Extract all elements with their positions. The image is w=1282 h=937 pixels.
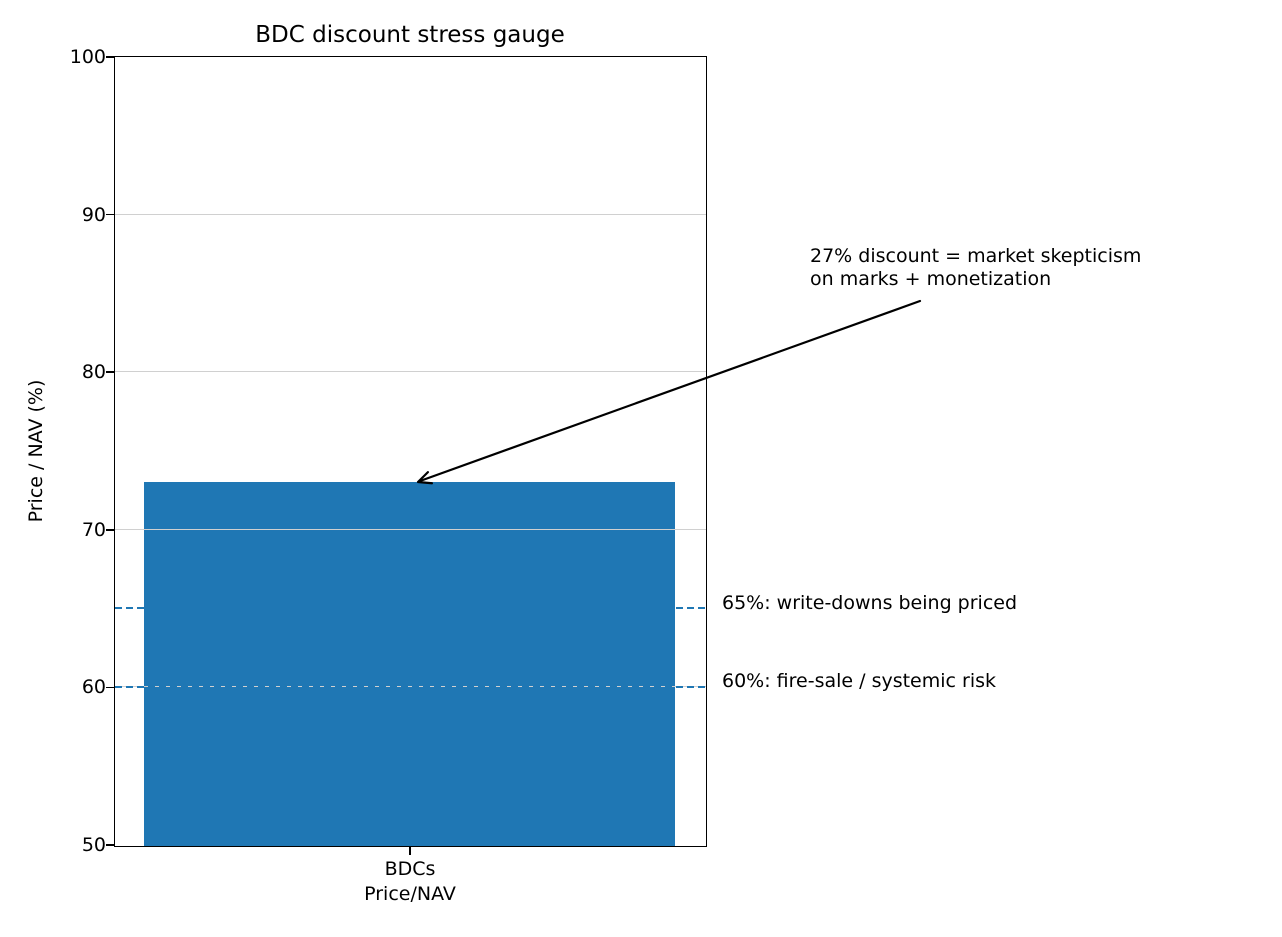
x-axis-tick-label: BDCs Price/NAV (364, 858, 456, 905)
bar-bdcs-price-nav (144, 482, 675, 846)
plot-area (113, 55, 707, 847)
y-tick-100 (105, 56, 114, 58)
y-tick-label-70: 70 (81, 518, 106, 541)
annotation-text: 27% discount = market skepticism on mark… (810, 245, 1142, 290)
gridline-70 (114, 528, 706, 530)
gridline-80 (114, 371, 706, 373)
y-tick-label-50: 50 (81, 834, 106, 856)
threshold-line-60 (114, 685, 706, 688)
threshold-label-65: 65%: write-downs being priced (722, 591, 1018, 614)
threshold-line-65 (114, 607, 706, 610)
y-tick-label-60: 60 (81, 676, 106, 699)
y-tick-70 (105, 529, 114, 531)
y-tick-90 (105, 213, 114, 216)
x-axis-tick (409, 846, 411, 855)
threshold-label-60: 60%: fire-sale / systemic risk (722, 670, 997, 693)
y-tick-label-80: 80 (81, 361, 106, 384)
y-axis-label: Price / NAV (%) (25, 379, 47, 523)
y-tick-label-100: 100 (69, 46, 106, 68)
y-tick-50 (105, 844, 114, 846)
y-tick-60 (105, 686, 114, 689)
y-tick-label-90: 90 (81, 203, 106, 226)
y-tick-80 (105, 371, 114, 373)
gridline-90 (114, 213, 706, 215)
chart-title: BDC discount stress gauge (255, 22, 565, 48)
